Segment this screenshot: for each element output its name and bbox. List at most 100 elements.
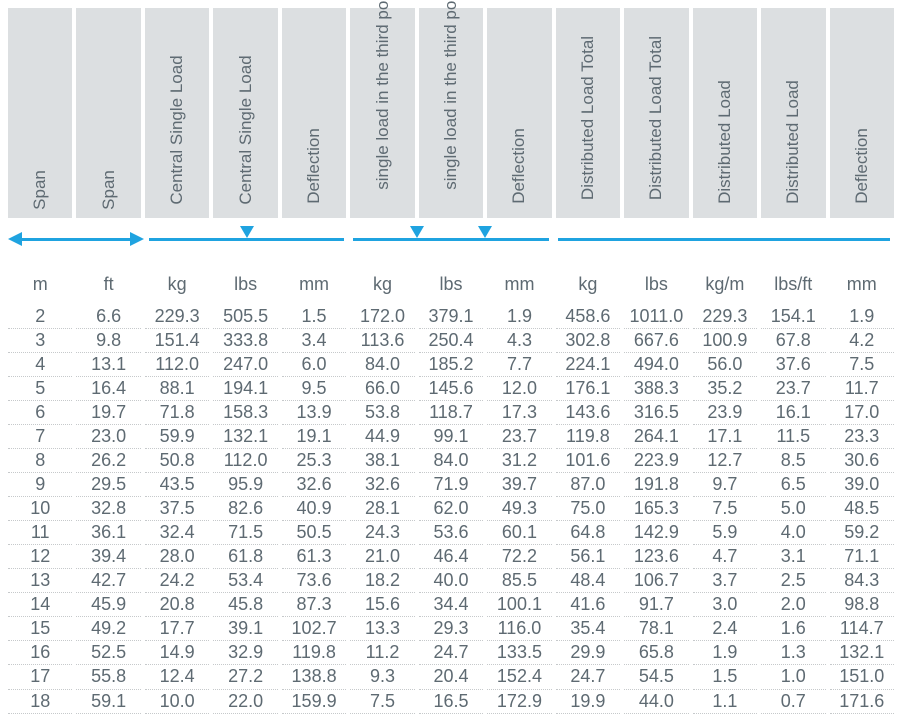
table-cell: 84.0 bbox=[419, 449, 483, 473]
table-cell: 26.2 bbox=[76, 449, 140, 473]
table-row: 516.488.1194.19.566.0145.612.0176.1388.3… bbox=[8, 377, 894, 401]
load-marker-icon bbox=[478, 226, 492, 238]
table-cell: 78.1 bbox=[624, 617, 688, 641]
table-cell: 18 bbox=[8, 690, 72, 714]
table-cell: 176.1 bbox=[556, 377, 620, 401]
table-cell: 172.9 bbox=[487, 690, 551, 714]
table-cell: 159.9 bbox=[282, 690, 346, 714]
table-cell: 247.0 bbox=[213, 353, 277, 377]
table-cell: 32.6 bbox=[282, 473, 346, 497]
table-cell: 8 bbox=[8, 449, 72, 473]
column-header: Distributed Load Total bbox=[556, 8, 620, 218]
table-cell: 185.2 bbox=[419, 353, 483, 377]
table-cell: 106.7 bbox=[624, 569, 688, 593]
table-cell: 50.8 bbox=[145, 449, 209, 473]
table-cell: 100.1 bbox=[487, 593, 551, 617]
table-cell: 17.1 bbox=[693, 425, 757, 449]
table-cell: 1.9 bbox=[487, 305, 551, 329]
column-header: Distributed Load bbox=[693, 8, 757, 218]
table-cell: 333.8 bbox=[213, 329, 277, 353]
table-cell: 35.2 bbox=[693, 377, 757, 401]
table-cell: 32.6 bbox=[350, 473, 414, 497]
table-cell: 194.1 bbox=[213, 377, 277, 401]
table-cell: 59.2 bbox=[830, 521, 894, 545]
table-cell: 6.0 bbox=[282, 353, 346, 377]
table-cell: 84.0 bbox=[350, 353, 414, 377]
table-cell: 302.8 bbox=[556, 329, 620, 353]
table-cell: 37.6 bbox=[761, 353, 825, 377]
table-cell: 56.1 bbox=[556, 545, 620, 569]
table-row: 619.771.8158.313.953.8118.717.3143.6316.… bbox=[8, 401, 894, 425]
table-cell: 5 bbox=[8, 377, 72, 401]
load-marker-icon bbox=[240, 226, 254, 238]
table-cell: 1.6 bbox=[761, 617, 825, 641]
table-cell: 38.1 bbox=[350, 449, 414, 473]
column-unit: kg bbox=[145, 262, 209, 305]
table-cell: 151.4 bbox=[145, 329, 209, 353]
table-cell: 49.2 bbox=[76, 617, 140, 641]
table-cell: 145.6 bbox=[419, 377, 483, 401]
table-cell: 13.3 bbox=[350, 617, 414, 641]
table-cell: 142.9 bbox=[624, 521, 688, 545]
table-cell: 13 bbox=[8, 569, 72, 593]
table-row: 1032.837.582.640.928.162.049.375.0165.37… bbox=[8, 497, 894, 521]
table-cell: 9.5 bbox=[282, 377, 346, 401]
table-cell: 48.5 bbox=[830, 497, 894, 521]
table-row: 1755.812.427.2138.89.320.4152.424.754.51… bbox=[8, 665, 894, 689]
diagram-line bbox=[353, 238, 549, 241]
table-cell: 24.2 bbox=[145, 569, 209, 593]
table-cell: 14.9 bbox=[145, 641, 209, 665]
table-cell: 7.5 bbox=[693, 497, 757, 521]
table-cell: 71.8 bbox=[145, 401, 209, 425]
table-cell: 19.1 bbox=[282, 425, 346, 449]
table-cell: 11.2 bbox=[350, 641, 414, 665]
table-cell: 60.1 bbox=[487, 521, 551, 545]
table-cell: 65.8 bbox=[624, 641, 688, 665]
table-cell: 16.4 bbox=[76, 377, 140, 401]
table-cell: 9.3 bbox=[350, 665, 414, 689]
table-cell: 151.0 bbox=[830, 665, 894, 689]
table-cell: 67.8 bbox=[761, 329, 825, 353]
table-cell: 0.7 bbox=[761, 690, 825, 714]
table-cell: 32.8 bbox=[76, 497, 140, 521]
column-header: Span bbox=[76, 8, 140, 218]
table-cell: 9.8 bbox=[76, 329, 140, 353]
table-cell: 72.2 bbox=[487, 545, 551, 569]
table-row: 413.1112.0247.06.084.0185.27.7224.1494.0… bbox=[8, 353, 894, 377]
table-cell: 3.7 bbox=[693, 569, 757, 593]
table-cell: 119.8 bbox=[282, 641, 346, 665]
table-cell: 28.0 bbox=[145, 545, 209, 569]
table-cell: 505.5 bbox=[213, 305, 277, 329]
table-cell: 39.0 bbox=[830, 473, 894, 497]
table-cell: 30.6 bbox=[830, 449, 894, 473]
table-cell: 66.0 bbox=[350, 377, 414, 401]
table-cell: 114.7 bbox=[830, 617, 894, 641]
table-cell: 27.2 bbox=[213, 665, 277, 689]
table-cell: 35.4 bbox=[556, 617, 620, 641]
table-cell: 24.3 bbox=[350, 521, 414, 545]
table-cell: 25.3 bbox=[282, 449, 346, 473]
table-cell: 55.8 bbox=[76, 665, 140, 689]
table-cell: 191.8 bbox=[624, 473, 688, 497]
table-row: 26.6229.3505.51.5172.0379.11.9458.61011.… bbox=[8, 305, 894, 329]
table-cell: 52.5 bbox=[76, 641, 140, 665]
table-cell: 154.1 bbox=[761, 305, 825, 329]
table-cell: 10.0 bbox=[145, 690, 209, 714]
table-cell: 85.5 bbox=[487, 569, 551, 593]
load-marker-icon bbox=[410, 226, 424, 238]
table-cell: 12.7 bbox=[693, 449, 757, 473]
table-cell: 2.0 bbox=[761, 593, 825, 617]
table-cell: 32.4 bbox=[145, 521, 209, 545]
column-header: single load in the third points bbox=[419, 8, 483, 218]
diagram-line bbox=[12, 238, 139, 241]
table-cell: 44.9 bbox=[350, 425, 414, 449]
table-cell: 32.9 bbox=[213, 641, 277, 665]
table-cell: 7.5 bbox=[830, 353, 894, 377]
table-cell: 53.4 bbox=[213, 569, 277, 593]
table-cell: 100.9 bbox=[693, 329, 757, 353]
table-row: 723.059.9132.119.144.999.123.7119.8264.1… bbox=[8, 425, 894, 449]
table-cell: 61.3 bbox=[282, 545, 346, 569]
column-unit: lbs bbox=[419, 262, 483, 305]
table-cell: 1.1 bbox=[693, 690, 757, 714]
table-cell: 4.7 bbox=[693, 545, 757, 569]
